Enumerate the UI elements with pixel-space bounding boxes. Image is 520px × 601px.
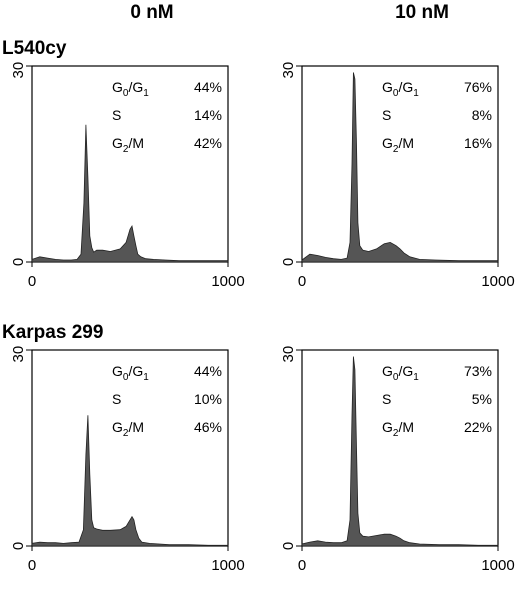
- histogram-chart: 0 300 0 1000 G0/G1 44% S 14% G2/M 42%: [10, 53, 245, 290]
- phase-label: S: [112, 391, 121, 407]
- histogram-area: [31, 415, 229, 547]
- histogram-panel-karpas299-10nm: 0 300 0 1000 G0/G1 73% S 5% G2/M 22%: [270, 337, 520, 601]
- y-tick-label: 0: [10, 542, 27, 550]
- x-tick-label: 0: [298, 557, 306, 574]
- histogram-panel-l540cy-10nm: 0 300 0 1000 G0/G1 76% S 8% G2/M 16%: [270, 53, 520, 317]
- y-tick-label: 0: [10, 258, 27, 266]
- phase-label: S: [382, 107, 391, 123]
- phase-label: G2/M: [112, 135, 144, 155]
- y-tick-label: 0: [280, 542, 297, 550]
- histogram-chart: 0 300 0 1000 G0/G1 44% S 10% G2/M 46%: [10, 337, 245, 574]
- plot-frame: [301, 349, 499, 547]
- x-tick-label: 1000: [211, 557, 244, 574]
- x-tick-label: 0: [298, 273, 306, 290]
- phase-label: S: [382, 391, 391, 407]
- x-tick-label: 1000: [481, 557, 514, 574]
- phase-label: G2/M: [382, 135, 414, 155]
- y-tick-label: 0: [280, 258, 297, 266]
- x-tick-label: 1000: [481, 273, 514, 290]
- y-tick-label: 300: [280, 62, 297, 79]
- y-tick-label: 300: [280, 346, 297, 363]
- phase-label: G2/M: [112, 419, 144, 439]
- phase-percent: 10%: [194, 391, 222, 407]
- histogram-chart: 0 300 0 1000 G0/G1 73% S 5% G2/M 22%: [280, 337, 515, 574]
- x-tick-label: 1000: [211, 273, 244, 290]
- phase-percent: 73%: [464, 363, 492, 379]
- phase-percent: 14%: [194, 107, 222, 123]
- phase-label: S: [112, 107, 121, 123]
- row-label-l540cy: L540cy: [2, 38, 67, 59]
- plot-frame: [31, 349, 229, 547]
- histogram-chart: 0 300 0 1000 G0/G1 76% S 8% G2/M 16%: [280, 53, 515, 290]
- column-header-0nm: 0 nM: [130, 2, 174, 23]
- phase-label: G2/M: [382, 419, 414, 439]
- plot-frame: [301, 65, 499, 263]
- phase-percent: 5%: [472, 391, 492, 407]
- x-tick-label: 0: [28, 273, 36, 290]
- histogram-area: [301, 356, 499, 547]
- phase-percent: 44%: [194, 363, 222, 379]
- row-label-karpas299: Karpas 299: [2, 322, 104, 343]
- phase-label: G0/G1: [112, 363, 149, 383]
- phase-percent: 8%: [472, 107, 492, 123]
- histogram-panel-l540cy-0nm: 0 300 0 1000 G0/G1 44% S 14% G2/M 42%: [0, 53, 250, 317]
- phase-percent: 16%: [464, 135, 492, 151]
- histogram-panel-karpas299-0nm: 0 300 0 1000 G0/G1 44% S 10% G2/M 46%: [0, 337, 250, 601]
- y-tick-label: 300: [10, 62, 27, 79]
- phase-percent: 44%: [194, 79, 222, 95]
- column-header-10nm: 10 nM: [395, 2, 449, 23]
- phase-percent: 22%: [464, 419, 492, 435]
- x-tick-label: 0: [28, 557, 36, 574]
- phase-percent: 42%: [194, 135, 222, 151]
- phase-percent: 76%: [464, 79, 492, 95]
- phase-label: G0/G1: [382, 363, 419, 383]
- phase-label: G0/G1: [112, 79, 149, 99]
- histogram-area: [301, 72, 499, 263]
- histogram-area: [31, 124, 229, 263]
- y-tick-label: 300: [10, 346, 27, 363]
- phase-label: G0/G1: [382, 79, 419, 99]
- phase-percent: 46%: [194, 419, 222, 435]
